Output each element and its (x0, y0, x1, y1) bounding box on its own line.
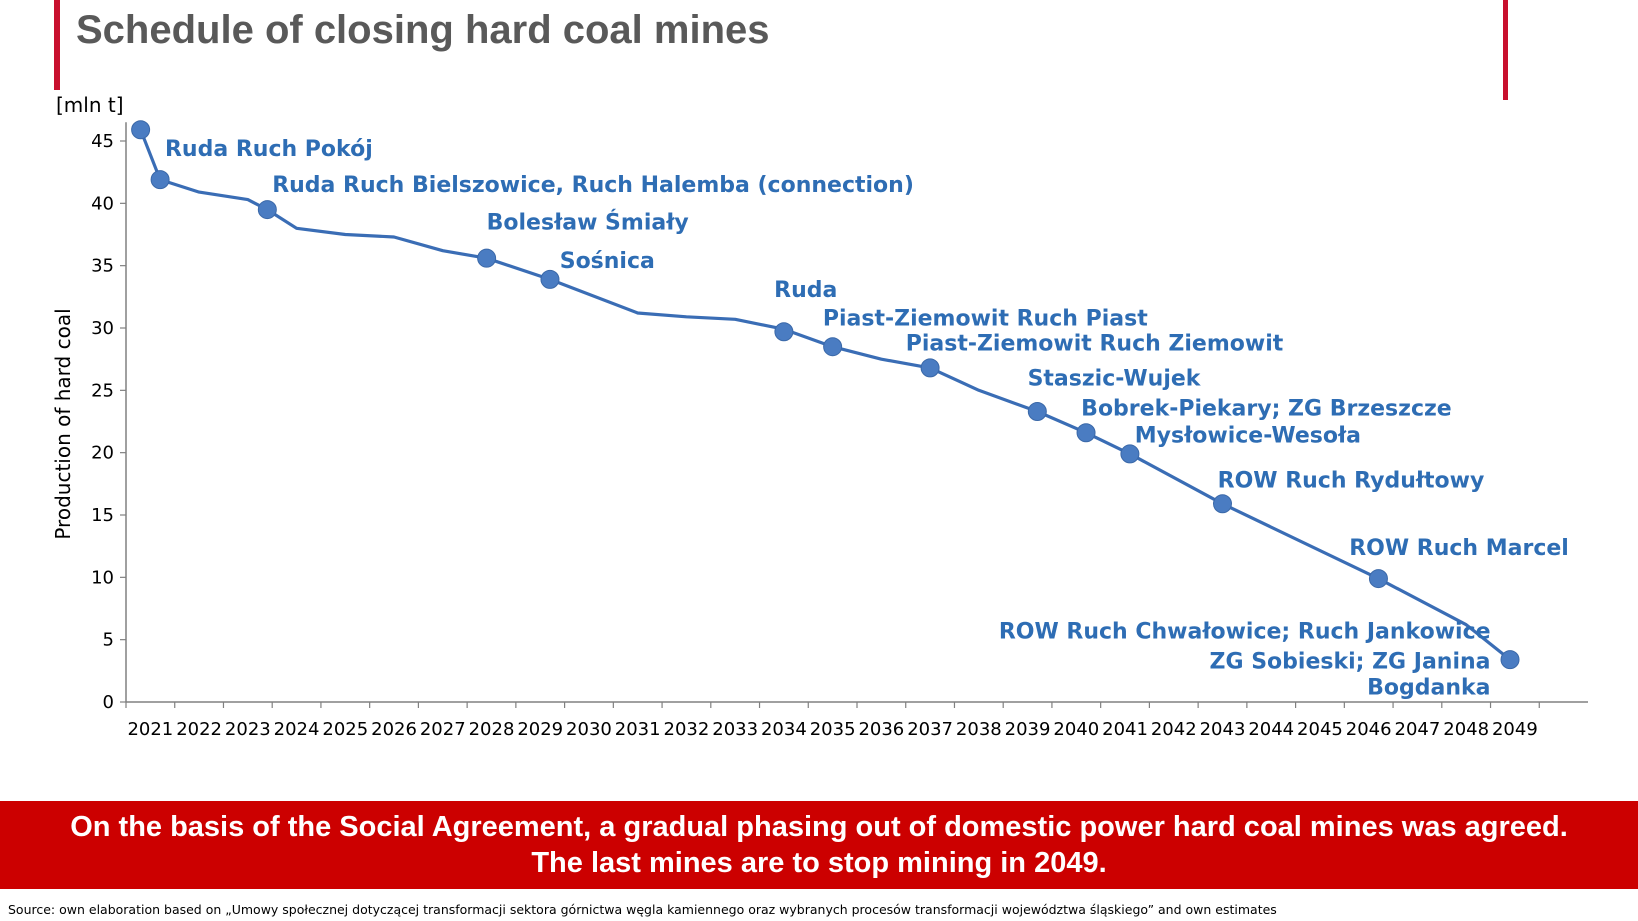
annotation-label: ROW Ruch Chwałowice; Ruch Jankowice (999, 619, 1491, 644)
data-point (823, 337, 843, 357)
series-line (139, 129, 1511, 661)
unit-label: [mln t] (56, 93, 124, 117)
x-tick-label: 2023 (225, 719, 271, 740)
data-point (477, 248, 497, 268)
annotation-label: Bogdanka (1367, 676, 1490, 701)
accent-bar-left (54, 0, 60, 90)
annotation-label: Piast-Ziemowit Ruch Ziemowit (906, 331, 1284, 356)
x-tick-label: 2034 (761, 719, 807, 740)
x-tick-label: 2045 (1297, 719, 1343, 740)
x-tick-label: 2037 (907, 719, 953, 740)
annotation-label: Ruda Ruch Bielszowice, Ruch Halemba (con… (272, 173, 914, 198)
data-point (1027, 402, 1047, 422)
y-tick-label: 30 (91, 318, 114, 339)
data-point (920, 358, 940, 378)
annotation-label: Mysłowice-Wesoła (1135, 424, 1361, 449)
y-tick-label: 10 (91, 567, 114, 588)
annotation-label: Ruda Ruch Pokój (165, 137, 373, 162)
accent-bar-right (1503, 0, 1508, 100)
x-tick-label: 2049 (1492, 719, 1538, 740)
y-axis-label: Production of hard coal (51, 308, 75, 539)
data-point (1500, 650, 1520, 670)
source-note: Source: own elaboration based on „Umowy … (8, 902, 1277, 917)
y-tick-label: 35 (91, 256, 114, 277)
x-tick-label: 2022 (176, 719, 222, 740)
x-tick-label: 2043 (1200, 719, 1246, 740)
y-tick-label: 0 (103, 692, 114, 713)
x-tick-label: 2032 (664, 719, 710, 740)
y-tick-label: 20 (91, 443, 114, 464)
annotation-label: ZG Sobieski; ZG Janina (1210, 649, 1491, 674)
annotation-label: Bolesław Śmiały (487, 210, 689, 236)
annotation-label: ROW Ruch Marcel (1349, 536, 1569, 561)
x-tick-label: 2024 (274, 719, 320, 740)
data-point (1076, 423, 1096, 443)
annotation-label: Ruda (774, 278, 837, 303)
x-tick-label: 2038 (956, 719, 1002, 740)
y-tick-label: 15 (91, 505, 114, 526)
y-ticks: 0 5 10 15 20 25 30 35 40 45 (91, 131, 126, 713)
annotation-label: ROW Ruch Rydułtowy (1218, 469, 1485, 494)
x-tick-label: 2025 (322, 719, 368, 740)
y-tick-label: 45 (91, 131, 114, 152)
x-tick-label: 2039 (1005, 719, 1051, 740)
conclusion-banner: On the basis of the Social Agreement, a … (0, 801, 1638, 889)
banner-line-2: The last mines are to stop mining in 204… (531, 847, 1107, 879)
x-tick-label: 2031 (615, 719, 661, 740)
annotation-label: Piast-Ziemowit Ruch Piast (823, 307, 1148, 332)
annotation-label: Sośnica (560, 249, 655, 274)
data-point (131, 120, 151, 140)
data-point (150, 170, 170, 190)
data-point (1120, 444, 1140, 464)
x-tick-label: 2040 (1053, 719, 1099, 740)
x-tick-label: 2028 (469, 719, 515, 740)
annotation-label: Bobrek-Piekary; ZG Brzeszcze (1081, 396, 1452, 421)
x-tick-label: 2036 (858, 719, 904, 740)
series-group (131, 120, 1520, 670)
x-tick-label: 2047 (1395, 719, 1441, 740)
x-tick-label: 2029 (517, 719, 563, 740)
x-tick-label: 2027 (420, 719, 466, 740)
x-ticks: 2021 2022 2023 2024 2025 2026 2027 2028 2029 2030… (125, 702, 1540, 740)
y-tick-label: 25 (91, 380, 114, 401)
data-point (540, 269, 560, 289)
data-point (774, 322, 794, 342)
annotation-label: Staszic-Wujek (1028, 366, 1202, 391)
x-tick-label: 2042 (1151, 719, 1197, 740)
page-title: Schedule of closing hard coal mines (76, 8, 770, 52)
data-point (1368, 569, 1388, 589)
x-tick-label: 2021 (127, 719, 173, 740)
x-tick-label: 2035 (810, 719, 856, 740)
annotations: Ruda Ruch Pokój Ruda Ruch Bielszowice, Ru… (165, 137, 1569, 701)
data-point (257, 200, 277, 220)
x-tick-label: 2026 (371, 719, 417, 740)
x-tick-label: 2048 (1443, 719, 1489, 740)
x-tick-label: 2046 (1346, 719, 1392, 740)
x-tick-label: 2041 (1102, 719, 1148, 740)
x-tick-label: 2033 (712, 719, 758, 740)
x-tick-label: 2030 (566, 719, 612, 740)
x-tick-label: 2044 (1248, 719, 1294, 740)
data-point (1213, 494, 1232, 514)
y-tick-label: 5 (103, 630, 114, 651)
banner-line-1: On the basis of the Social Agreement, a … (70, 811, 1568, 843)
y-tick-label: 40 (91, 193, 114, 214)
